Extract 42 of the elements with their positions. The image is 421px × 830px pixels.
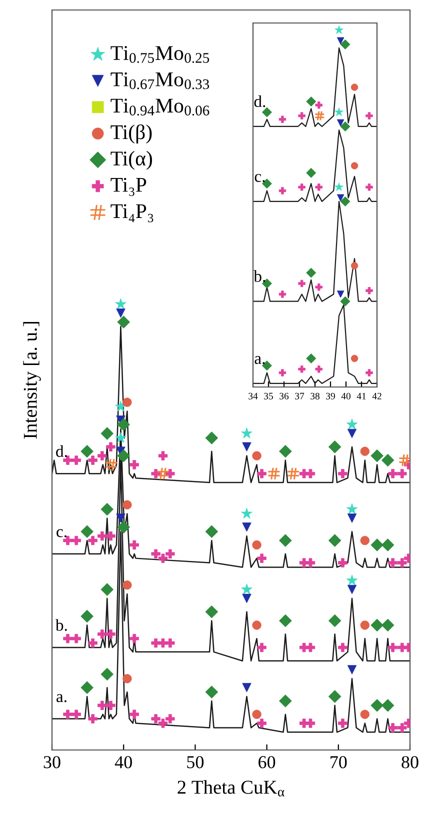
x-tick-label: 37 xyxy=(295,392,304,400)
point xyxy=(314,110,325,121)
x-tick-label: 70 xyxy=(330,756,347,768)
point xyxy=(156,467,170,480)
x-tick-label: 50 xyxy=(187,756,204,768)
x-tick-label: 60 xyxy=(258,756,276,768)
legend-label: Ti$_{0.75}$Mo$_{0.25}$ xyxy=(110,46,210,63)
series-label: d. xyxy=(254,95,266,108)
x-tick-label: 40 xyxy=(341,392,350,400)
legend-label: Ti₄P₃ xyxy=(110,204,154,222)
y-axis-title: Intensity [a. u.] xyxy=(23,322,41,439)
x-tick-label: 36 xyxy=(280,392,289,400)
point xyxy=(80,681,94,694)
x-tick-label: 41 xyxy=(356,392,366,400)
x-tick-label: 38 xyxy=(310,392,320,400)
series-label: b. xyxy=(55,619,67,631)
point xyxy=(267,467,280,480)
x-tick-label: 35 xyxy=(264,392,273,400)
series-label: c. xyxy=(56,529,66,538)
point xyxy=(104,458,118,472)
legend-label: Ti$_{0.94}$Mo$_{0.06}$ xyxy=(110,98,210,116)
x-tick-label: 42 xyxy=(372,392,382,400)
series-label: b. xyxy=(254,270,266,282)
x-tick-label: 39 xyxy=(326,392,335,400)
point xyxy=(80,525,94,538)
x-tick-label: 40 xyxy=(114,756,132,768)
legend-label: Ti$_{0.67}$Mo$_{0.33}$ xyxy=(110,72,210,90)
point xyxy=(286,467,300,480)
legend-label: Ti(β) xyxy=(110,124,152,144)
point xyxy=(80,610,94,623)
series-label: a. xyxy=(56,694,66,702)
point xyxy=(340,196,350,206)
series-label: c. xyxy=(254,174,265,182)
series-label: d. xyxy=(56,445,67,458)
legend-label: Ti(α) xyxy=(110,150,152,170)
point xyxy=(398,454,410,467)
x-axis-title: 2 Theta CuK$_{α}$ xyxy=(178,780,284,796)
series-label: a. xyxy=(254,356,265,364)
x-tick-label: 30 xyxy=(44,756,60,768)
x-tick-label: 80 xyxy=(402,756,418,768)
legend-label: Ti₃P xyxy=(110,178,146,196)
x-tick-label: 34 xyxy=(248,392,258,400)
